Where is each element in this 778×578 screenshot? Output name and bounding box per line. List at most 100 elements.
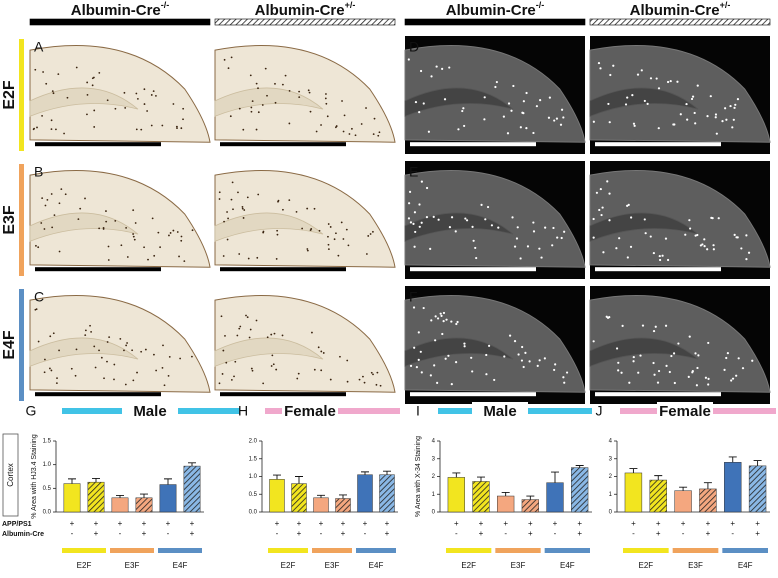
- plaque: [327, 223, 330, 225]
- factor-sign: +: [275, 519, 280, 528]
- plaque: [412, 306, 416, 309]
- chart-title: Female: [284, 403, 336, 420]
- plaque: [105, 220, 108, 223]
- plaque: [461, 109, 464, 113]
- row-color-bar: [19, 289, 24, 401]
- error-bar: [501, 492, 510, 497]
- plaque: [270, 365, 273, 367]
- bar: [649, 479, 667, 513]
- scale-bar: [35, 392, 161, 397]
- plaque: [238, 253, 241, 255]
- plaque: [261, 104, 264, 106]
- plaque: [617, 361, 620, 364]
- plaque: [664, 237, 668, 240]
- plaque: [41, 114, 43, 117]
- plaque: [724, 107, 727, 110]
- plaque: [519, 257, 522, 260]
- group-label: E3F: [325, 561, 340, 570]
- error-bar: [551, 471, 559, 483]
- plaque: [175, 125, 178, 128]
- factor-sign: +: [319, 519, 324, 528]
- factor-sign: +: [755, 519, 760, 528]
- plaque: [664, 324, 668, 327]
- group-bar: [312, 548, 352, 553]
- factor-sign: +: [385, 529, 390, 538]
- scale-bar: [220, 267, 346, 272]
- plaque: [178, 255, 180, 258]
- plaque: [511, 216, 514, 219]
- y-tick-label: 0: [432, 510, 436, 516]
- scale-bar: [35, 142, 161, 147]
- plaque: [693, 111, 696, 115]
- plaque: [58, 250, 61, 253]
- factor-sign: -: [504, 529, 507, 538]
- plaque: [284, 74, 287, 77]
- error-bar: [339, 494, 347, 499]
- plaque: [64, 193, 67, 196]
- plaque: [310, 228, 313, 230]
- plaque: [661, 254, 664, 257]
- panel-letter: D: [409, 39, 419, 55]
- plaque: [266, 94, 268, 97]
- factor-sign: +: [341, 519, 346, 528]
- plaque: [262, 382, 265, 385]
- plaque: [521, 345, 524, 349]
- plaque: [220, 315, 223, 318]
- scale-bar: [595, 392, 721, 397]
- plaque: [180, 235, 183, 238]
- plaque: [52, 332, 55, 335]
- plaque: [133, 238, 136, 241]
- group-label: E4F: [369, 561, 384, 570]
- plaque: [649, 235, 652, 238]
- plaque: [706, 248, 709, 251]
- plaque: [274, 82, 276, 85]
- plaque: [150, 124, 153, 127]
- plaque: [325, 93, 327, 95]
- factor-sign: +: [479, 529, 484, 538]
- plaque: [696, 233, 699, 237]
- group-label: E2F: [461, 561, 476, 570]
- plaque: [714, 113, 718, 116]
- plaque: [295, 210, 298, 213]
- plaque: [255, 128, 258, 131]
- plaque: [275, 368, 278, 371]
- factor-label: Albumin-Cre: [2, 531, 44, 538]
- plaque: [250, 106, 253, 109]
- plaque: [163, 384, 166, 387]
- column-header: Albumin-Cre+/-: [255, 0, 356, 19]
- plaque: [327, 248, 330, 251]
- plaque: [690, 97, 694, 101]
- plaque: [378, 131, 381, 134]
- plaque: [434, 315, 437, 318]
- plaque: [249, 328, 252, 331]
- plaque: [172, 103, 175, 105]
- plaque: [221, 373, 224, 375]
- plaque: [58, 349, 60, 352]
- plaque: [673, 381, 676, 385]
- plaque: [420, 221, 423, 224]
- plaque: [140, 128, 143, 131]
- group-bar: [356, 548, 396, 553]
- factor-sign: +: [385, 519, 390, 528]
- plaque: [712, 244, 715, 247]
- plaque: [288, 90, 291, 92]
- group-label: E2F: [77, 561, 92, 570]
- plaque: [521, 111, 524, 114]
- plaque: [536, 364, 539, 367]
- plaque: [486, 205, 490, 209]
- chart-title: Female: [659, 403, 711, 420]
- plaque: [191, 229, 194, 232]
- plaque: [441, 332, 444, 336]
- plaque: [106, 99, 109, 102]
- scale-bar: [410, 392, 536, 397]
- plaque: [140, 350, 143, 353]
- y-tick-label: 1.0: [43, 462, 52, 468]
- panel-letter: J: [596, 403, 603, 419]
- plaque: [75, 348, 78, 351]
- panel-letter: A: [34, 39, 44, 55]
- factor-sign: +: [142, 519, 147, 528]
- plaque: [657, 369, 661, 373]
- plaque: [442, 320, 445, 323]
- plaque: [143, 88, 146, 91]
- plaque: [734, 103, 737, 106]
